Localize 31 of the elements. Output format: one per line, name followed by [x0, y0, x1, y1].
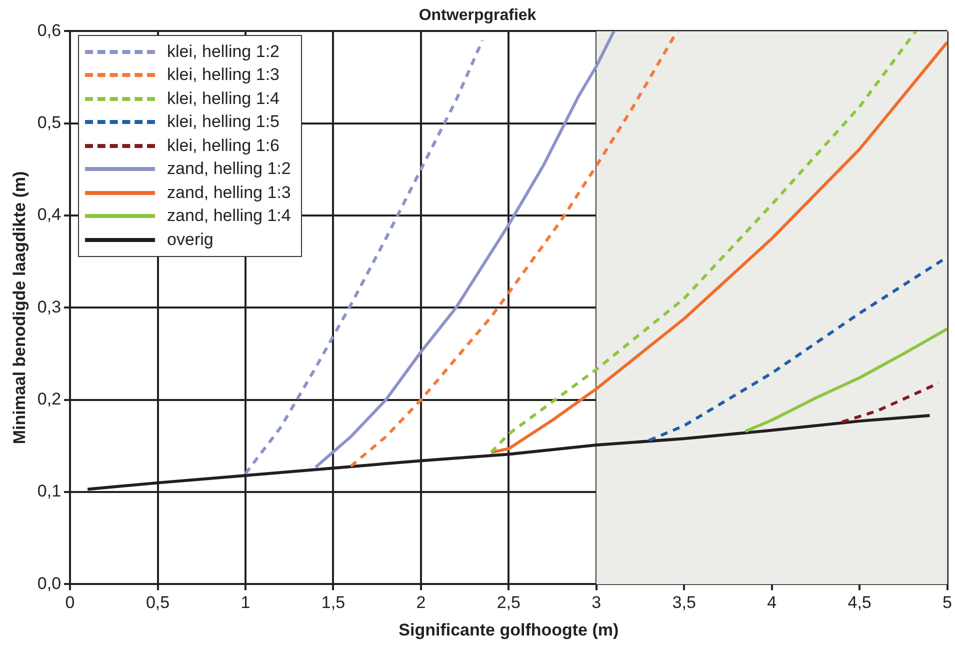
y-tick-label: 0,1 [37, 482, 62, 501]
x-tick-label: 3 [592, 593, 602, 612]
x-tick-label: 4,5 [848, 593, 872, 612]
x-tick-label: 2,5 [496, 593, 520, 612]
x-tick-label: 5 [942, 593, 952, 612]
legend-label: zand, helling 1:2 [167, 159, 291, 180]
x-tick-label: 4 [767, 593, 777, 612]
x-tick-label: 0 [65, 593, 75, 612]
y-tick-label: 0,5 [37, 113, 62, 132]
legend-label: klei, helling 1:4 [167, 88, 280, 109]
legend-label: klei, helling 1:3 [167, 65, 280, 86]
line-series [349, 31, 679, 468]
legend-label: klei, helling 1:2 [167, 42, 280, 62]
y-tick-label: 0,3 [37, 297, 62, 316]
chart-title: Ontwerpgrafiek [418, 7, 536, 24]
y-tick-label: 0,2 [37, 390, 62, 409]
legend-label: klei, helling 1:5 [167, 112, 280, 132]
legend-label: overig [167, 230, 214, 250]
x-tick-label: 0,5 [146, 593, 170, 612]
legend-label: zand, helling 1:4 [167, 206, 291, 226]
legend-label: zand, helling 1:3 [167, 182, 291, 203]
x-tick-label: 3,5 [672, 593, 696, 612]
x-tick-label: 1 [240, 593, 250, 612]
x-axis-title: Significante golfhoogte (m) [398, 620, 619, 640]
legend-label: klei, helling 1:6 [167, 136, 280, 156]
x-tick-label: 1,5 [321, 593, 346, 612]
y-tick-label: 0,4 [37, 205, 62, 224]
y-axis-title: Minimaal benodigde laagdikte (m) [10, 171, 29, 444]
y-tick-label: 0,6 [37, 20, 62, 40]
y-tick-label: 0,0 [37, 574, 62, 593]
x-tick-label: 2 [416, 593, 426, 612]
